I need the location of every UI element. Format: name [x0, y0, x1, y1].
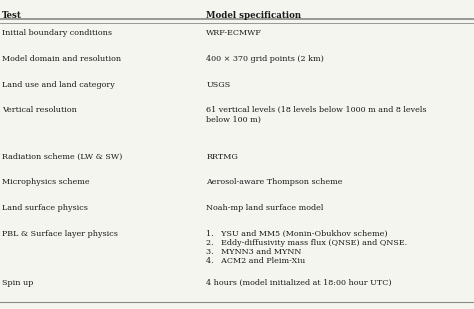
Text: 4 hours (model initialized at 18:00 hour UTC): 4 hours (model initialized at 18:00 hour…: [206, 279, 392, 287]
Text: Land surface physics: Land surface physics: [2, 204, 88, 212]
Text: PBL & Surface layer physics: PBL & Surface layer physics: [2, 230, 118, 238]
Text: Aerosol-aware Thompson scheme: Aerosol-aware Thompson scheme: [206, 178, 343, 186]
Text: Radiation scheme (LW & SW): Radiation scheme (LW & SW): [2, 153, 123, 161]
Text: Model domain and resolution: Model domain and resolution: [2, 55, 121, 63]
Text: Spin up: Spin up: [2, 279, 34, 287]
Text: Initial boundary conditions: Initial boundary conditions: [2, 29, 112, 37]
Text: Microphysics scheme: Microphysics scheme: [2, 178, 90, 186]
Text: 1.   YSU and MM5 (Monin-Obukhov scheme)
2.   Eddy-diffusivity mass flux (QNSE) a: 1. YSU and MM5 (Monin-Obukhov scheme) 2.…: [206, 230, 407, 265]
Text: RRTMG: RRTMG: [206, 153, 238, 161]
Text: WRF-ECMWF: WRF-ECMWF: [206, 29, 262, 37]
Text: USGS: USGS: [206, 81, 230, 89]
Text: 400 × 370 grid points (2 km): 400 × 370 grid points (2 km): [206, 55, 324, 63]
Text: 61 vertical levels (18 levels below 1000 m and 8 levels
below 100 m): 61 vertical levels (18 levels below 1000…: [206, 106, 427, 124]
Text: Test: Test: [2, 11, 22, 20]
Text: Model specification: Model specification: [206, 11, 301, 20]
Text: Noah-mp land surface model: Noah-mp land surface model: [206, 204, 324, 212]
Text: Land use and land category: Land use and land category: [2, 81, 115, 89]
Text: Vertical resolution: Vertical resolution: [2, 106, 77, 114]
